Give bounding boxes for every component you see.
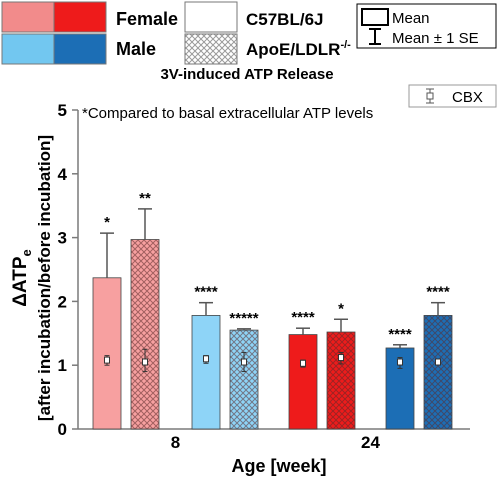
legend-cbx: CBX [408, 84, 497, 108]
significance-label: ** [139, 190, 151, 207]
y-tick-label: 0 [58, 420, 67, 439]
legend-swatch-female-light [1, 1, 55, 33]
y-tick-label: 5 [58, 101, 67, 120]
legend-female-label: Female [116, 9, 178, 29]
bar [92, 277, 122, 430]
legend-swatch-hatched [184, 33, 238, 65]
y-tick-label: 4 [58, 165, 68, 184]
legend-se-icon [369, 28, 381, 45]
y-axis-label-line1: ΔATPe [10, 249, 34, 306]
bar [229, 329, 259, 430]
bar-group: ***** [229, 310, 259, 430]
cbx-mean [397, 358, 403, 366]
significance-label: * [104, 214, 110, 231]
significance-label: **** [291, 309, 315, 326]
bar-group: **** [385, 326, 415, 430]
bar [288, 334, 318, 430]
y-ticks: 0 1 2 3 4 5 [58, 101, 78, 439]
legend-cbx-icon [426, 88, 434, 104]
cbx-mean [104, 356, 110, 364]
cbx-mean [435, 358, 441, 366]
cbx-mean [300, 359, 306, 367]
legend-swatch-solid [184, 1, 238, 33]
significance-label: ***** [229, 310, 258, 327]
y-axis-label: ΔATPe [after incubation/before incubatio… [10, 135, 54, 421]
cbx-mean [203, 355, 209, 363]
bar [423, 315, 453, 430]
bar-group: **** [423, 284, 453, 430]
cbx-mean [338, 354, 344, 362]
x-tick-label: 8 [171, 433, 180, 452]
cbx-mean [142, 358, 148, 366]
bar-group: ** [130, 190, 160, 430]
legend-se-label: Mean ± 1 SE [392, 30, 479, 47]
x-ticks: 8 24 [171, 433, 381, 452]
legend-cbx-label: CBX [452, 89, 483, 106]
legend-swatch-female-dark [53, 1, 107, 33]
bar-group: * [326, 300, 356, 430]
bar-group: **** [191, 284, 221, 430]
legend-cbx-frame [408, 84, 497, 108]
chart-title: 3V-induced ATP Release [160, 66, 333, 83]
legend-swatch-male-light [1, 33, 55, 65]
y-tick-label: 3 [58, 229, 67, 248]
bar [130, 239, 160, 430]
significance-label: **** [194, 284, 218, 301]
bar [191, 315, 221, 430]
legend-male-label: Male [116, 39, 156, 59]
bar-group: **** [288, 309, 318, 430]
y-tick-label: 2 [58, 292, 67, 311]
significance-label: **** [388, 326, 412, 343]
x-axis-label: Age [week] [231, 456, 326, 476]
legend-strain-hatched-label: ApoE/LDLR-/- [246, 39, 351, 59]
legend-swatch-male-dark [53, 33, 107, 65]
legend-strain: C57BL/6J ApoE/LDLR-/- [184, 1, 351, 65]
legend-mean-swatch [361, 8, 389, 26]
legend-mean-label: Mean [392, 10, 430, 27]
bar [326, 331, 356, 430]
bars: ************ ************* [92, 190, 453, 430]
significance-label: **** [426, 284, 450, 301]
bar-group: * [92, 214, 122, 430]
legend-strain-solid-label: C57BL/6J [246, 10, 323, 29]
significance-label: * [338, 300, 344, 317]
y-axis-label-line2: [after incubation/before incubation] [35, 135, 54, 421]
y-tick-label: 1 [58, 356, 67, 375]
cbx-mean [241, 358, 247, 366]
chart-annotation: *Compared to basal extracellular ATP lev… [82, 105, 373, 122]
x-tick-label: 24 [361, 433, 380, 452]
legend-stats: Mean Mean ± 1 SE [356, 3, 497, 49]
legend-sex: Female Male [1, 1, 178, 65]
